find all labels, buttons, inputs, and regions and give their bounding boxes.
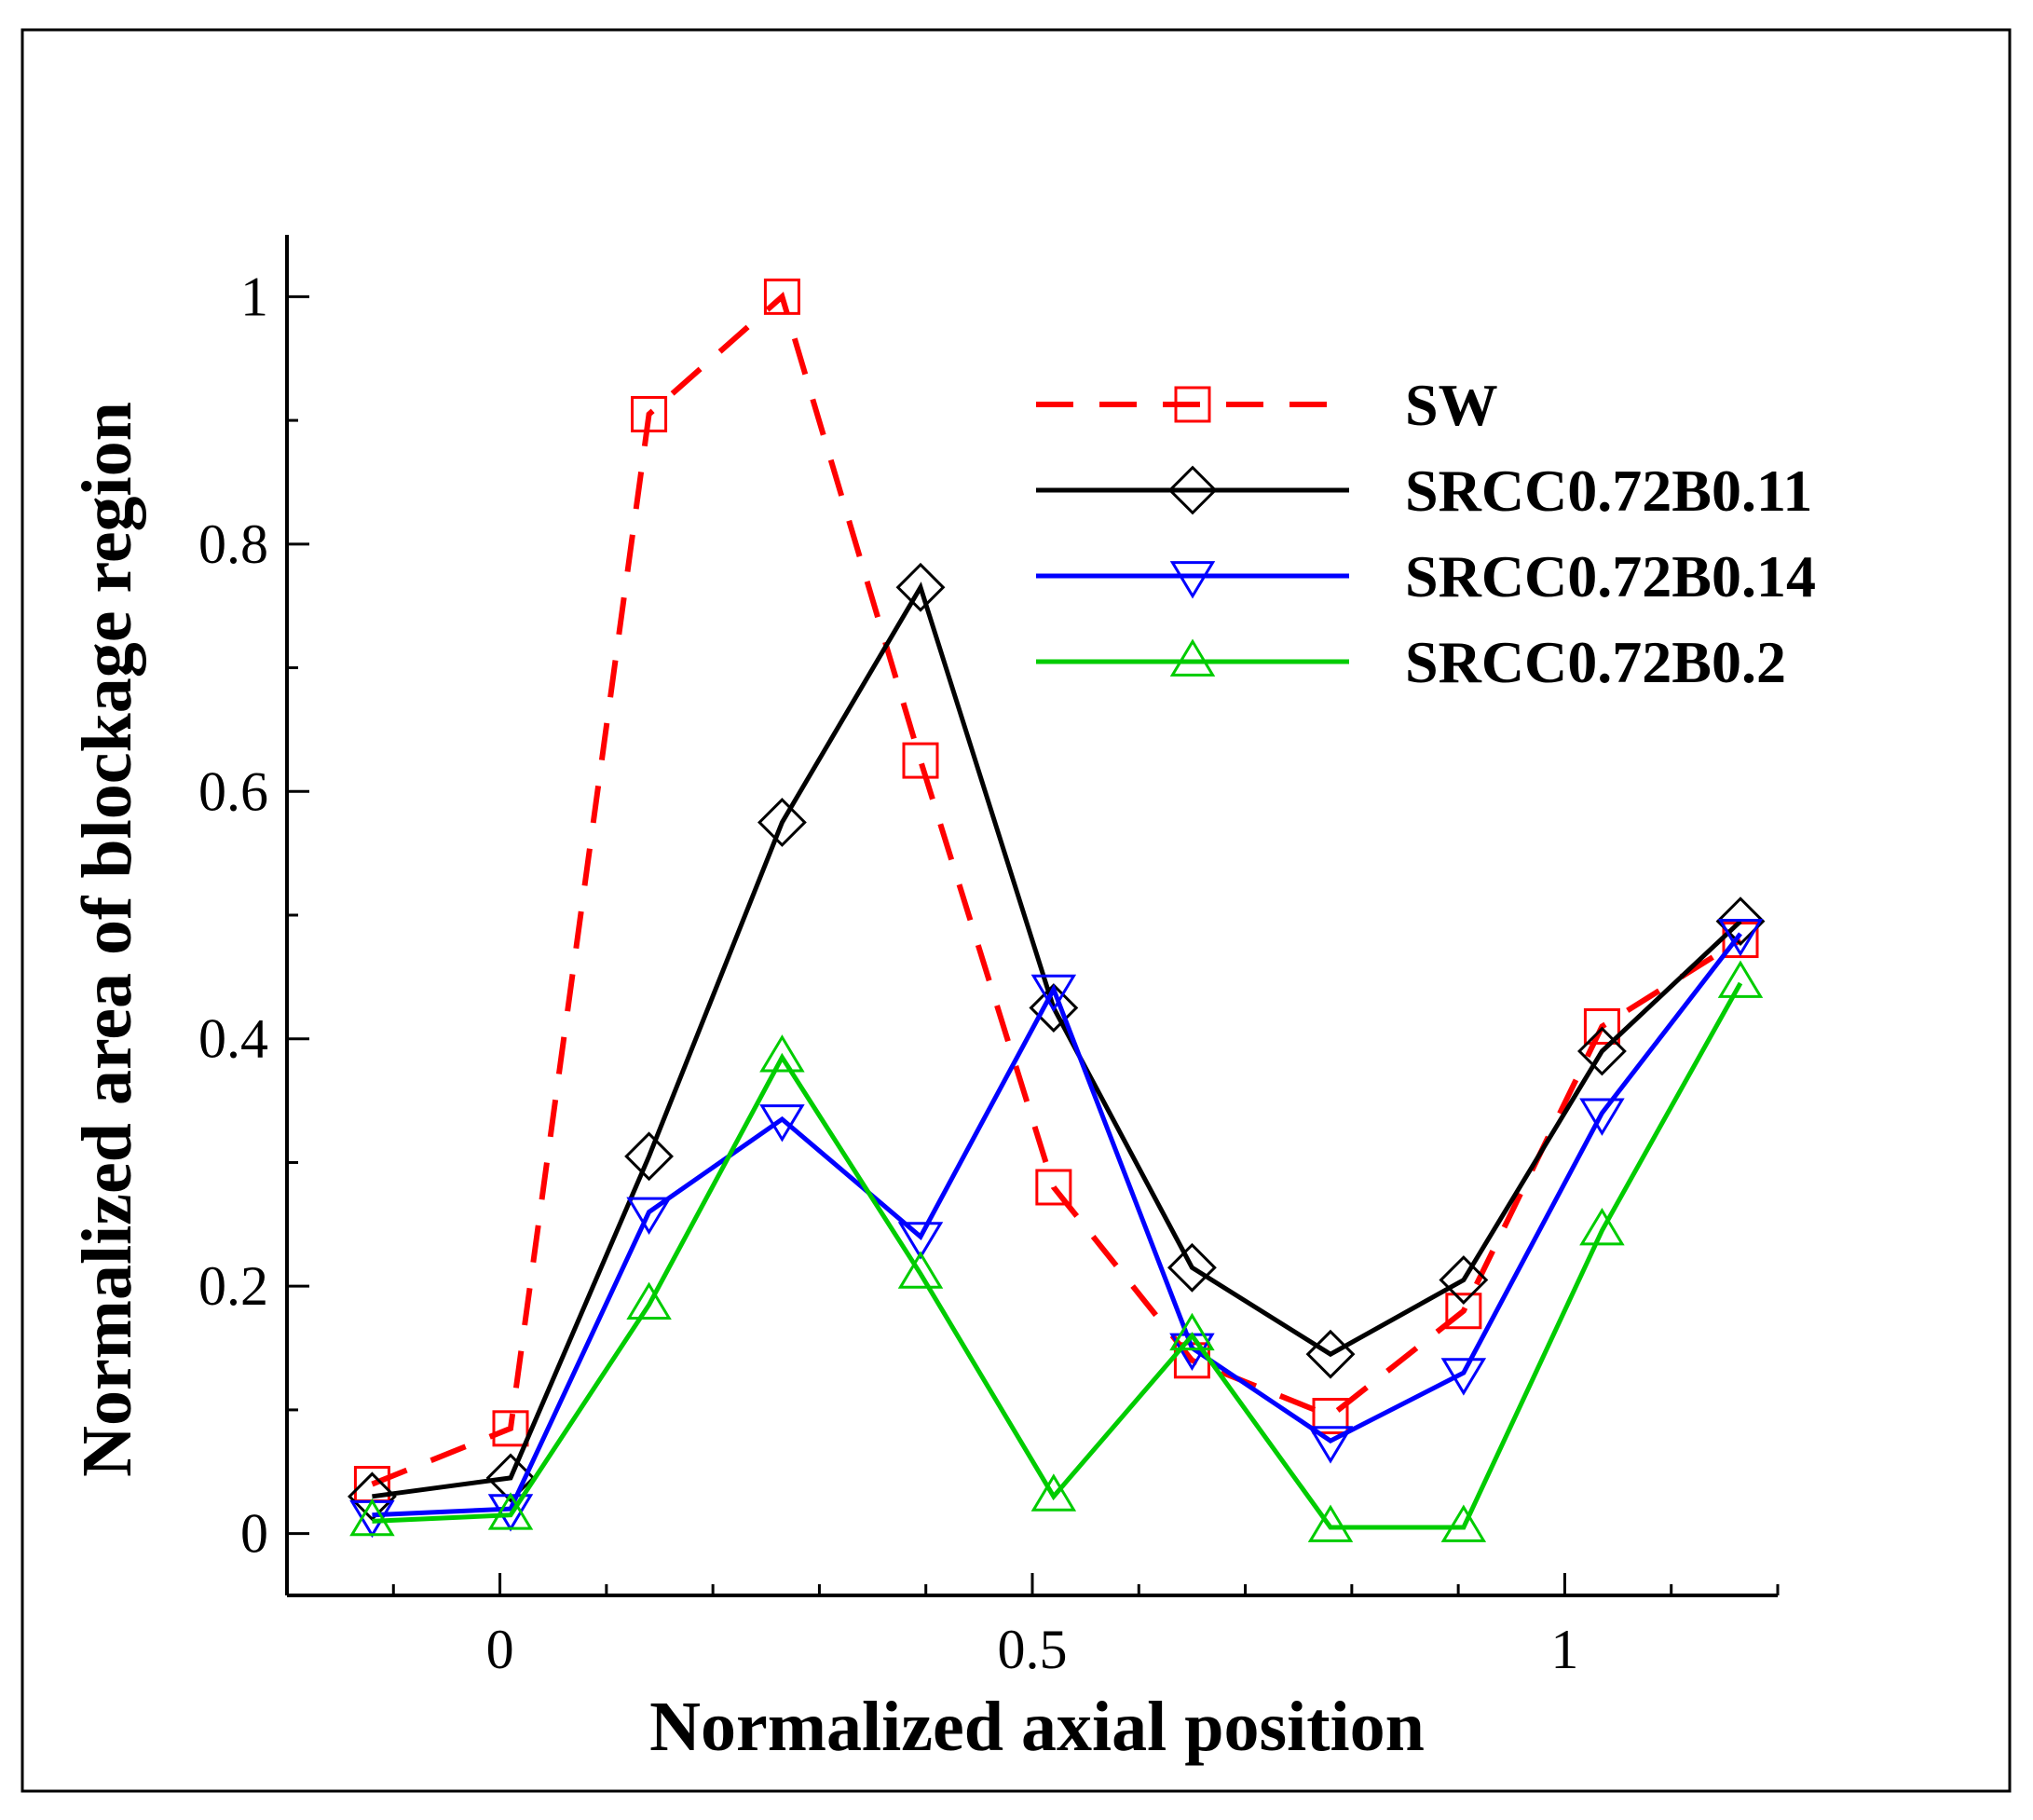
data-point bbox=[1307, 1426, 1354, 1464]
legend-label: SRCC0.72B0.14 bbox=[1405, 543, 1816, 609]
data-point bbox=[1029, 983, 1079, 1033]
series-SRCC0.72B0.2 bbox=[349, 960, 1764, 1542]
x-tick-label: 0 bbox=[486, 1619, 514, 1680]
data-point bbox=[1169, 1312, 1215, 1351]
data-point bbox=[897, 1251, 944, 1289]
data-point bbox=[897, 1222, 944, 1260]
data-point bbox=[759, 1104, 805, 1143]
data-point bbox=[1577, 1026, 1627, 1076]
legend-label: SW bbox=[1405, 372, 1498, 438]
series-line bbox=[372, 981, 1743, 1530]
legend: SW SRCC0.72B0.11 SRCC0.72B0.14 SRCC0.72B0.2 bbox=[1036, 372, 1816, 695]
y-tick-label: 1 bbox=[240, 266, 268, 327]
data-point bbox=[1440, 1358, 1487, 1396]
data-point bbox=[1305, 1329, 1356, 1379]
data-point bbox=[1035, 1169, 1072, 1206]
data-point bbox=[1167, 1242, 1217, 1293]
legend-marker bbox=[1174, 386, 1211, 423]
data-point bbox=[631, 395, 668, 432]
axes: 0 0.5 1 0 0.2 0.4 0.6 0.8 1 bbox=[198, 235, 1780, 1680]
y-tick-label: 0.6 bbox=[198, 760, 268, 822]
series-group bbox=[348, 278, 1766, 1542]
legend-label: SRCC0.72B0.11 bbox=[1405, 458, 1812, 524]
data-point bbox=[485, 1453, 536, 1503]
data-point bbox=[1312, 1398, 1349, 1435]
data-point bbox=[626, 1197, 672, 1236]
y-tick-label: 0.8 bbox=[198, 513, 268, 575]
figure-border bbox=[20, 28, 2012, 1793]
data-point bbox=[1439, 1255, 1489, 1305]
data-point bbox=[902, 742, 939, 779]
data-point bbox=[349, 1498, 395, 1537]
legend-marker bbox=[1169, 561, 1216, 599]
data-point bbox=[1579, 1098, 1625, 1136]
data-point bbox=[1717, 919, 1764, 957]
data-point bbox=[763, 278, 800, 315]
data-point bbox=[759, 1034, 805, 1073]
data-point bbox=[1307, 1504, 1354, 1542]
data-point bbox=[895, 562, 946, 612]
data-point bbox=[1583, 1007, 1620, 1045]
data-point bbox=[487, 1492, 534, 1530]
y-axis-title: Normalized area of blockage region bbox=[68, 402, 146, 1477]
legend-label: SRCC0.72B0.2 bbox=[1405, 629, 1786, 695]
data-point bbox=[1030, 1473, 1077, 1512]
x-tick-label: 0.5 bbox=[998, 1619, 1068, 1680]
data-point bbox=[1717, 960, 1764, 998]
y-tick-label: 0.2 bbox=[198, 1255, 268, 1317]
data-point bbox=[757, 798, 807, 847]
data-point bbox=[1030, 974, 1077, 1013]
legend-marker bbox=[1169, 638, 1216, 677]
data-point bbox=[1715, 896, 1766, 947]
legend-marker bbox=[1167, 465, 1218, 515]
series-line bbox=[372, 932, 1742, 1518]
data-point bbox=[1579, 1207, 1625, 1246]
data-point bbox=[1440, 1504, 1487, 1542]
y-tick-label: 0 bbox=[240, 1503, 268, 1565]
data-point bbox=[626, 1281, 672, 1320]
data-point bbox=[624, 1131, 674, 1182]
series-line bbox=[371, 292, 1742, 1487]
data-point bbox=[1445, 1293, 1482, 1330]
y-tick-label: 0.4 bbox=[198, 1008, 268, 1070]
data-point bbox=[492, 1410, 529, 1447]
x-tick-label: 1 bbox=[1550, 1619, 1578, 1680]
x-axis-title: Normalized axial position bbox=[649, 1688, 1425, 1766]
